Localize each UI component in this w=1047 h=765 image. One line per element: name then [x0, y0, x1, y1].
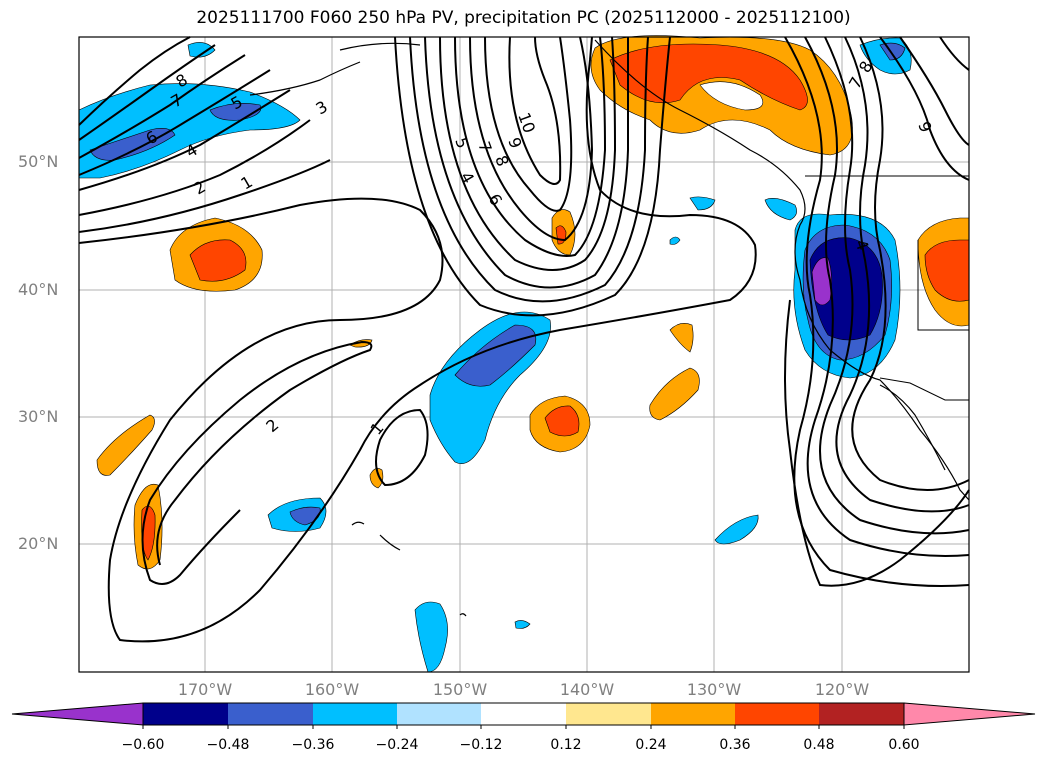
map-title: 2025111700 F060 250 hPa PV, precipitatio… — [196, 8, 851, 28]
colorbar-bin — [143, 703, 228, 725]
colorbar-bin — [566, 703, 651, 725]
pv-contours — [78, 36, 970, 643]
colorbar-tick: 0.36 — [719, 737, 751, 753]
lon-label-150w: 150°W — [432, 680, 488, 699]
colorbar-extend-low — [11, 702, 144, 726]
colorbar-bin — [651, 703, 735, 725]
lat-label-40n: 40°N — [18, 280, 59, 299]
borders — [805, 175, 969, 401]
colorbar-tick: −0.24 — [375, 737, 419, 753]
shade-blob-177w — [96, 414, 155, 476]
colorbar-bin — [481, 703, 566, 725]
colorbar-bin — [819, 703, 904, 725]
map-panel: 8 7 5 3 6 4 2 1 10 9 8 7 5 4 6 8 7 9 2 1… — [78, 35, 970, 673]
colorbar-tick: 0.24 — [635, 737, 667, 753]
colorbar-extend-high — [903, 702, 1036, 726]
colorbar-tick: −0.12 — [459, 737, 503, 753]
colorbar-bin — [313, 703, 397, 725]
colorbar-bin — [735, 703, 819, 725]
colorbar-bin — [397, 703, 481, 725]
lon-label-160w: 160°W — [304, 680, 360, 699]
lat-label-30n: 30°N — [18, 407, 59, 426]
lat-label-50n: 50°N — [18, 152, 59, 171]
colorbar-bin — [228, 703, 313, 725]
lon-label-140w: 140°W — [559, 680, 615, 699]
lon-label-170w: 170°W — [177, 680, 233, 699]
colorbar-tick: 0.12 — [550, 737, 582, 753]
colorbar-tick: −0.36 — [291, 737, 335, 753]
lat-label-20n: 20°N — [18, 534, 59, 553]
colorbar-tick: 0.60 — [888, 737, 920, 753]
map-frame — [78, 36, 970, 673]
colorbar-tick: −0.60 — [121, 737, 165, 753]
coastlines — [249, 39, 970, 617]
colorbar-tick: −0.48 — [206, 737, 250, 753]
colorbar-tick: 0.48 — [803, 737, 835, 753]
lon-label-120w: 120°W — [814, 680, 870, 699]
colorbar — [11, 702, 1036, 729]
lon-label-130w: 130°W — [686, 680, 742, 699]
